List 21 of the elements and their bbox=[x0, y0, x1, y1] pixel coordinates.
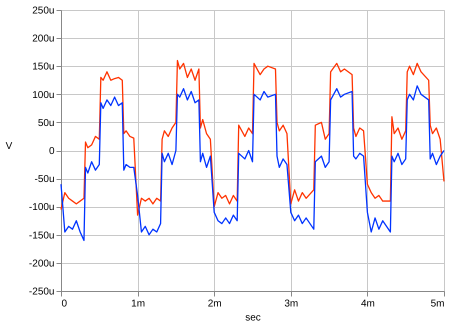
y-tick-label: -50u bbox=[34, 174, 54, 186]
x-tick-label: 4m bbox=[360, 298, 375, 310]
y-tick-label: -100u bbox=[28, 202, 54, 214]
y-tick-label: 50u bbox=[38, 118, 54, 129]
y-tick-label: 100u bbox=[32, 90, 54, 101]
x-tick-label: 1m bbox=[131, 298, 146, 310]
y-tick-label: 200u bbox=[32, 34, 54, 45]
y-tick-label: -200u bbox=[28, 258, 54, 270]
x-tick-label: 0 bbox=[62, 298, 68, 310]
y-axis-title: V bbox=[6, 141, 13, 152]
x-tick-label: 3m bbox=[284, 298, 298, 310]
y-tick-label: 250u bbox=[32, 6, 54, 16]
x-tick-label: 5m bbox=[430, 298, 444, 310]
x-tick-label: 2m bbox=[208, 298, 222, 310]
line-series bbox=[60, 60, 445, 216]
line-series bbox=[60, 85, 445, 242]
y-tick-label: 0 bbox=[48, 146, 55, 157]
y-tick-label: -150u bbox=[28, 230, 54, 242]
x-axis-title: sec bbox=[245, 312, 261, 324]
y-tick-label: -250u bbox=[28, 286, 54, 298]
y-tick-label: 150u bbox=[32, 62, 54, 73]
